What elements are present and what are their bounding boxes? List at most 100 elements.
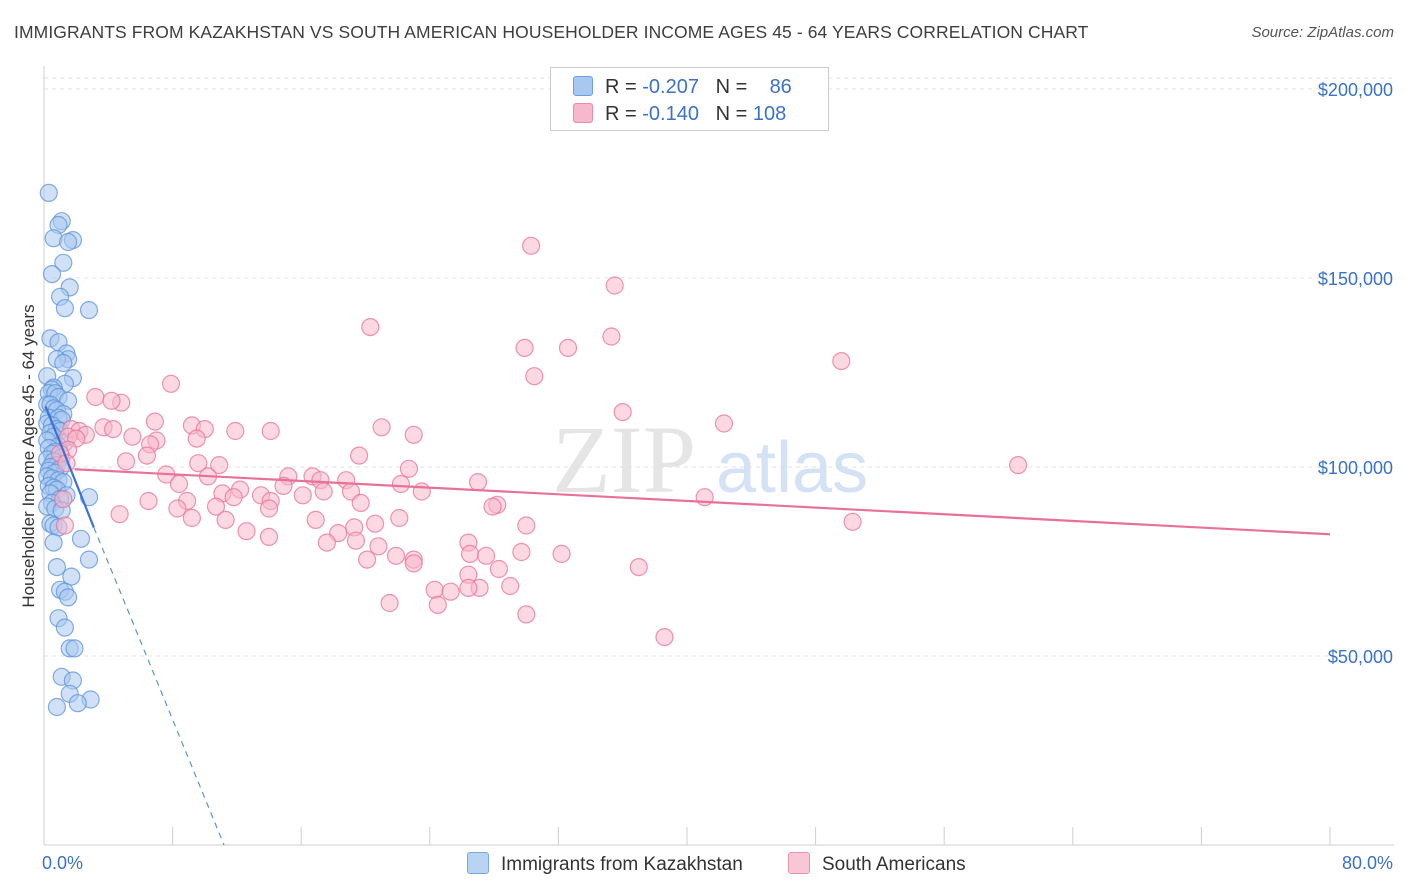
x-tick-label-max: 80.0% bbox=[1342, 853, 1393, 873]
point-south-american bbox=[605, 276, 624, 295]
point-south-american bbox=[139, 491, 158, 511]
legend-n-label: N = bbox=[715, 103, 748, 125]
watermark-atlas: atlas bbox=[716, 428, 868, 508]
point-south-american bbox=[428, 595, 447, 615]
point-south-american bbox=[210, 456, 229, 475]
point-south-american bbox=[655, 627, 674, 647]
legend-n-value: 108 bbox=[752, 103, 787, 125]
point-south-american bbox=[517, 605, 536, 624]
bottom-legend-swatch-south-americans bbox=[788, 852, 810, 874]
bottom-legend-label-south-americans: South Americans bbox=[822, 854, 966, 875]
point-kazakhstan bbox=[71, 529, 91, 548]
point-south-american bbox=[187, 429, 206, 448]
legend-row-south-americans: R = -0.140 N = 108 bbox=[573, 103, 786, 127]
gridlines bbox=[44, 77, 1394, 657]
point-south-american bbox=[102, 391, 121, 410]
point-kazakhstan bbox=[47, 557, 67, 577]
point-kazakhstan bbox=[58, 232, 78, 252]
point-south-american bbox=[237, 522, 256, 541]
trend-lines bbox=[44, 406, 1331, 846]
series-south-americans bbox=[50, 236, 1028, 647]
point-kazakhstan bbox=[79, 301, 99, 320]
point-south-american bbox=[468, 473, 488, 492]
point-south-american bbox=[259, 499, 279, 518]
point-south-american bbox=[351, 493, 370, 512]
y-tick-label: $100,000 bbox=[1318, 458, 1393, 478]
point-south-american bbox=[512, 542, 531, 562]
point-south-american bbox=[346, 531, 365, 550]
point-south-american bbox=[412, 482, 431, 501]
point-south-american bbox=[404, 425, 423, 444]
y-tick-label: $200,000 bbox=[1318, 80, 1393, 100]
bottom-legend-label-kazakhstan: Immigrants from Kazakhstan bbox=[501, 854, 743, 875]
point-south-american bbox=[843, 512, 862, 531]
point-south-american bbox=[602, 327, 621, 346]
point-south-american bbox=[459, 578, 478, 598]
legend-row-kazakhstan: R = -0.207 N = 86 bbox=[573, 76, 792, 100]
point-kazakhstan bbox=[65, 639, 84, 658]
legend-swatch-kazakhstan bbox=[573, 76, 593, 96]
point-south-american bbox=[226, 421, 245, 441]
point-kazakhstan bbox=[47, 697, 67, 717]
point-kazakhstan bbox=[55, 299, 75, 318]
point-south-american bbox=[441, 582, 460, 601]
point-south-american bbox=[386, 546, 406, 565]
watermark: ZIP atlas bbox=[552, 406, 868, 513]
point-south-american bbox=[832, 352, 851, 371]
point-south-american bbox=[380, 593, 399, 613]
point-south-american bbox=[391, 474, 410, 494]
point-kazakhstan bbox=[58, 588, 78, 607]
point-kazakhstan bbox=[55, 618, 75, 637]
legend-r-value: -0.140 bbox=[642, 103, 699, 125]
point-south-american bbox=[629, 557, 648, 577]
point-south-american bbox=[552, 544, 571, 564]
legend-r-label: R = bbox=[605, 103, 637, 125]
point-south-american bbox=[261, 421, 280, 441]
bottom-legend-south-americans: South Americans bbox=[788, 852, 966, 876]
chart-title: IMMIGRANTS FROM KAZAKHSTAN VS SOUTH AMER… bbox=[14, 22, 1089, 42]
point-south-american bbox=[714, 414, 734, 433]
legend-r-value: -0.207 bbox=[642, 76, 699, 98]
tick-labels: $50,000 $100,000 $150,000 $200,000 0.0% 80.0% bbox=[42, 80, 1393, 873]
point-kazakhstan bbox=[54, 353, 73, 373]
point-south-american bbox=[366, 514, 385, 533]
y-axis-label: Householder Income Ages 45 - 64 years bbox=[19, 304, 38, 607]
stats-legend: R = -0.207 N = 86 R = -0.140 N = 108 bbox=[550, 67, 829, 131]
point-south-american bbox=[86, 387, 105, 407]
point-south-american bbox=[483, 497, 502, 516]
y-tick-label: $50,000 bbox=[1328, 647, 1393, 667]
point-kazakhstan bbox=[54, 253, 73, 272]
point-south-american bbox=[489, 559, 508, 579]
point-south-american bbox=[206, 497, 226, 516]
point-south-american bbox=[350, 446, 369, 465]
point-south-american bbox=[358, 550, 377, 569]
legend-n-value: 86 bbox=[769, 76, 792, 98]
point-south-american bbox=[517, 516, 536, 535]
point-south-american bbox=[477, 546, 496, 565]
point-south-american bbox=[137, 446, 156, 465]
point-south-american bbox=[182, 508, 201, 528]
point-kazakhstan bbox=[79, 550, 99, 569]
point-south-american bbox=[259, 527, 279, 547]
point-kazakhstan bbox=[39, 183, 58, 202]
x-tick-label-min: 0.0% bbox=[42, 853, 83, 873]
point-south-american bbox=[123, 427, 142, 446]
point-south-american bbox=[369, 537, 388, 556]
point-south-american bbox=[55, 516, 75, 535]
point-south-american bbox=[525, 367, 544, 386]
point-south-american bbox=[501, 576, 520, 596]
point-south-american bbox=[361, 318, 380, 337]
legend-n-label: N = bbox=[715, 76, 748, 98]
y-tick-label: $150,000 bbox=[1318, 269, 1393, 289]
point-south-american bbox=[224, 488, 243, 507]
point-south-american bbox=[521, 236, 541, 255]
point-south-american bbox=[169, 474, 189, 494]
point-south-american bbox=[460, 544, 480, 564]
point-south-american bbox=[558, 338, 578, 357]
point-south-american bbox=[216, 510, 235, 530]
point-south-american bbox=[145, 412, 164, 431]
point-kazakhstan bbox=[42, 265, 62, 284]
point-south-american bbox=[293, 486, 312, 505]
point-south-american bbox=[613, 403, 632, 422]
